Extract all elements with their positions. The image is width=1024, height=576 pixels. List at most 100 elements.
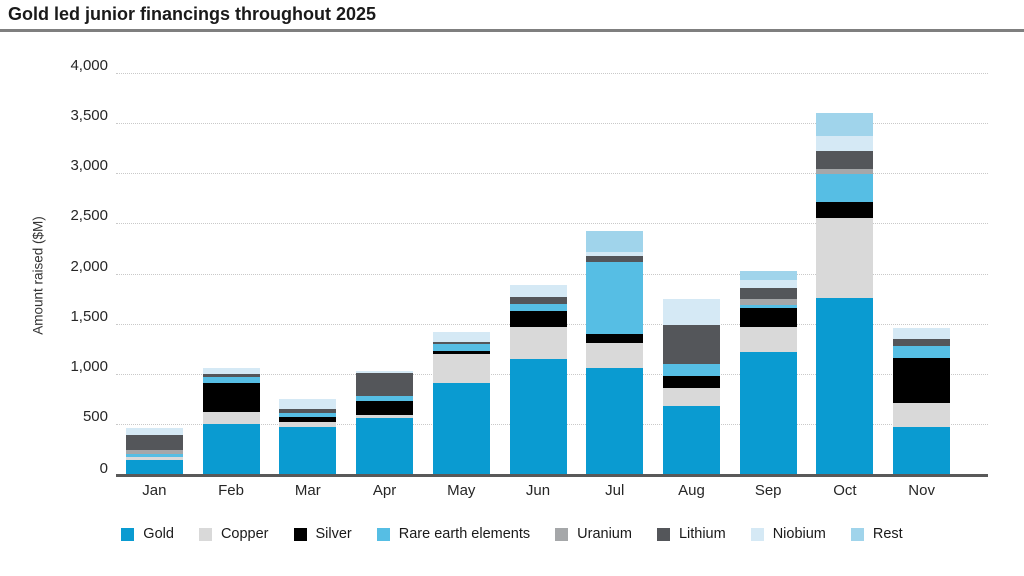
bar-segment-niobium [739,280,797,288]
bar-may [432,332,490,475]
bar-segment-gold [125,460,183,475]
bar-segment-rest [739,270,797,281]
bar-segment-lithium [356,372,414,397]
y-tick-label: 500 [82,407,108,425]
legend-item-lithium: Lithium [656,526,726,542]
bar-segment-rare-earth-elements [279,413,337,418]
x-axis-line [116,474,988,477]
gridline [116,123,988,125]
title-rule [0,29,1024,32]
bar-segment-lithium [893,339,951,346]
bar-segment-copper [125,457,183,461]
bar-segment-lithium [125,435,183,451]
x-tick-label-sep: Sep [754,482,782,499]
bar-segment-silver [279,417,337,422]
bar-segment-lithium [432,341,490,345]
bar-segment-copper [893,403,951,427]
x-tick-label-feb: Feb [218,482,244,499]
bar-segment-uranium [739,299,797,306]
bar-segment-copper [432,353,490,383]
bar-segment-gold [816,298,874,475]
gridline [116,273,988,275]
bar-segment-silver [432,351,490,354]
bar-segment-copper [509,326,567,360]
y-tick-label: 1,000 [70,357,108,375]
y-tick-label: 2,000 [70,257,108,275]
y-tick-label: 1,500 [70,307,108,325]
legend-item-rest: Rest [850,526,903,542]
legend-label: Niobium [772,526,826,542]
legend-swatch-rest [850,527,864,541]
y-tick-label: 0 [99,460,108,477]
x-tick-label-jan: Jan [142,482,167,499]
x-tick-label-nov: Nov [908,482,935,499]
bar-segment-copper [356,414,414,419]
bar-aug [662,298,720,475]
bar-segment-copper [739,327,797,353]
bar-segment-lithium [202,373,260,378]
legend-label: Uranium [577,526,632,542]
bar-segment-copper [279,421,337,427]
bar-jun [509,285,567,475]
bar-segment-niobium [662,298,720,326]
y-tick-label: 2,500 [70,207,108,225]
legend-swatch-silver [293,527,307,541]
bar-segment-niobium [893,328,951,340]
chart-title: Gold led junior financings throughout 20… [8,4,377,24]
bar-segment-niobium [509,285,567,297]
bar-segment-lithium [586,255,644,263]
x-tick-label-aug: Aug [678,482,705,499]
legend-label: Silver [315,526,352,542]
bar-oct [816,112,874,475]
bar-segment-rare-earth-elements [125,454,183,458]
bar-jan [125,428,183,475]
y-tick-label: 3,000 [70,157,108,175]
bar-segment-niobium [279,398,337,410]
bar-segment-rest [586,231,644,253]
x-tick-label-oct: Oct [833,482,857,499]
bar-feb [202,367,260,475]
legend-item-rare-earth-elements: Rare earth elements [376,526,531,542]
bar-segment-rare-earth-elements [893,345,951,359]
bar-segment-uranium [125,450,183,455]
legend-label: Rare earth elements [398,526,531,542]
bar-segment-gold [356,418,414,475]
bar-nov [893,328,951,475]
y-tick-label: 4,000 [70,57,108,74]
legend-swatch-gold [121,527,135,541]
bar-segment-silver [356,400,414,415]
bar-segment-rare-earth-elements [739,305,797,309]
bar-segment-rare-earth-elements [509,304,567,311]
legend-label: Gold [143,526,174,542]
legend-swatch-copper [198,527,212,541]
legend: Gold Copper Silver Rare earth elements Urani… [0,526,1024,542]
bar-segment-gold [662,405,720,475]
x-tick-label-may: May [447,482,476,499]
plot-area: 0 500 1,000 1,500 2,000 2,500 3,000 3,500 4,000 … [70,57,988,499]
bar-segment-lithium [662,325,720,365]
bar-segment-rest [816,112,874,136]
legend-label: Lithium [678,526,726,542]
bar-segment-niobium [202,367,260,374]
bar-segment-rare-earth-elements [432,344,490,352]
bar-segment-rare-earth-elements [662,364,720,376]
bar-mar [279,398,337,475]
bar-segment-copper [202,411,260,424]
bar-segment-gold [739,352,797,475]
gridline [116,223,988,225]
bar-segment-copper [816,218,874,299]
bar-segment-lithium [739,287,797,300]
x-tick-label-mar: Mar [294,482,321,499]
bar-segment-silver [662,375,720,389]
bar-segment-rare-earth-elements [586,262,644,335]
legend-label: Copper [220,526,269,542]
bar-sep [739,270,797,475]
bar-segment-lithium [279,409,337,414]
legend-item-gold: Gold [121,526,174,542]
gridline [116,173,988,175]
bar-segment-gold [202,423,260,475]
legend-swatch-rare-earth-elements [376,527,390,541]
bar-segment-copper [586,342,644,368]
x-tick-label-jun: Jun [525,482,551,499]
bar-segment-gold [893,426,951,475]
